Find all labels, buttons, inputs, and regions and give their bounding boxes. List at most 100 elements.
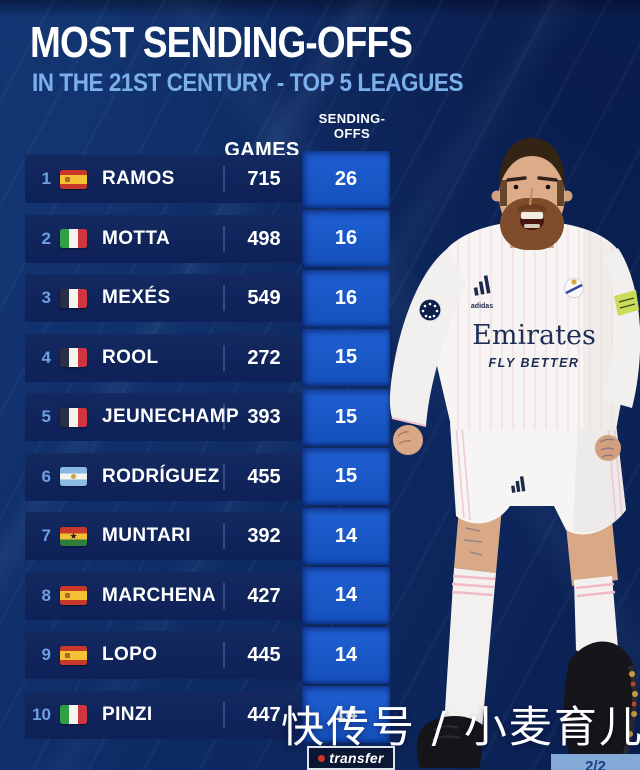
player-name: MARCHENA	[102, 584, 217, 606]
table-row: 6 RODRÍGUEZ 455 15	[25, 448, 390, 505]
captain-armband	[614, 290, 639, 316]
player-shorts	[450, 423, 626, 535]
jersey-sponsor-text: Emirates	[472, 320, 596, 351]
argentina-flag-icon	[60, 467, 87, 486]
sending-offs-cell: 14	[302, 626, 390, 684]
table-row: 1 RAMOS 715 26	[25, 150, 390, 208]
title-block: MOST SENDING-OFFS IN THE 21ST CENTURY - …	[30, 18, 511, 98]
sending-offs-cell: 15	[302, 388, 390, 446]
italy-flag-icon	[60, 229, 87, 248]
games-value: 455	[247, 465, 281, 488]
column-header-sending-offs: SENDING- OFFS	[302, 111, 402, 141]
player-name: LOPO	[102, 644, 158, 665]
page-indicator-value: 2/2	[585, 758, 606, 770]
player-photo-sergio-ramos: adidas Emirates FLY BETTER	[389, 138, 640, 770]
games-value: 393	[247, 406, 281, 428]
france-flag-icon	[60, 407, 87, 427]
games-value: 392	[247, 525, 281, 547]
player-jersey	[434, 221, 630, 430]
player-head	[491, 138, 573, 250]
table-row: 7 MUNTARI 392 14	[25, 507, 390, 565]
sending-offs-value: 14	[334, 524, 358, 547]
table-row: 5 JEUNECHAMP 393 15	[25, 388, 390, 446]
sending-offs-value: 15	[334, 405, 358, 428]
player-name: RODRÍGUEZ	[102, 465, 220, 487]
transfer-logo-mark-icon	[318, 754, 326, 762]
ghana-flag-icon	[60, 526, 87, 546]
table-row: 10 PINZI 447 14	[25, 686, 390, 743]
player-name: JEUNECHAMP	[102, 406, 240, 427]
hair	[499, 138, 565, 188]
games-value: 445	[247, 644, 281, 666]
games-value: 427	[247, 584, 281, 607]
player-left-arm	[595, 248, 640, 461]
player-name: MEXÉS	[102, 287, 171, 308]
column-divider	[223, 285, 225, 311]
column-divider	[223, 404, 225, 430]
sending-offs-cell: 26	[302, 150, 390, 208]
transfer-logo: transfer	[307, 746, 395, 770]
column-divider	[223, 642, 225, 668]
rank-label: 7	[41, 526, 51, 545]
sending-offs-value: 14	[334, 584, 358, 606]
page-indicator-badge: 2/2	[551, 754, 640, 770]
rank-label: 3	[41, 288, 51, 307]
column-header-sending-offs-line1: SENDING-	[318, 111, 386, 126]
column-divider	[223, 344, 225, 371]
column-header-sending-offs-line2: OFFS	[333, 126, 371, 141]
transfer-logo-text: transfer	[329, 750, 384, 766]
ranking-table: 1 RAMOS 715 26 2 MOTTA 498 16 3 MEXÉS 549 16 4 ROOL 27…	[25, 150, 390, 750]
spain-flag-icon	[60, 586, 87, 605]
table-row: 2 MOTTA 498 16	[25, 210, 390, 267]
games-value: 549	[247, 287, 281, 309]
jersey-slogan-text: FLY BETTER	[489, 356, 580, 370]
column-divider	[223, 701, 225, 728]
page-subtitle: IN THE 21ST CENTURY - TOP 5 LEAGUES	[32, 69, 464, 98]
sending-offs-cell: 14	[302, 686, 390, 743]
table-row: 3 MEXÉS 549 16	[25, 269, 390, 327]
spain-flag-icon	[60, 645, 87, 665]
sending-offs-value: 15	[334, 465, 358, 487]
beard	[500, 198, 564, 250]
sending-offs-value: 14	[334, 643, 358, 666]
table-row: 4 ROOL 272 15	[25, 329, 390, 386]
jersey-graphics: adidas Emirates FLY BETTER	[471, 275, 596, 370]
table-row: 9 LOPO 445 14	[25, 626, 390, 684]
player-name: RAMOS	[102, 168, 175, 189]
rank-label: 8	[41, 585, 51, 605]
france-flag-icon	[60, 288, 87, 308]
sending-offs-value: 14	[334, 703, 358, 725]
sending-offs-value: 15	[334, 346, 358, 368]
column-divider	[223, 523, 225, 549]
player-name: PINZI	[102, 703, 153, 725]
italy-flag-icon	[60, 705, 87, 724]
real-madrid-crest	[564, 278, 584, 298]
france-flag-icon	[60, 348, 87, 367]
page-title: MOST SENDING-OFFS	[30, 18, 413, 67]
player-name: MOTTA	[102, 227, 171, 249]
sending-offs-cell: 14	[302, 507, 390, 565]
sending-offs-cell: 15	[302, 329, 390, 386]
column-divider	[223, 166, 225, 192]
column-divider	[223, 582, 225, 609]
sending-offs-cell: 16	[302, 210, 390, 267]
sending-offs-value: 16	[334, 286, 358, 309]
games-value: 447	[247, 703, 281, 726]
player-right-arm	[389, 248, 466, 455]
column-divider	[223, 225, 225, 252]
sending-offs-cell: 14	[302, 567, 390, 624]
sending-offs-cell: 16	[302, 269, 390, 327]
adidas-logo	[473, 275, 491, 296]
column-divider	[223, 463, 225, 490]
rank-label: 1	[41, 169, 51, 188]
rank-label: 4	[41, 347, 51, 367]
rank-label: 9	[41, 645, 51, 664]
player-name: ROOL	[102, 346, 159, 368]
games-value: 272	[247, 346, 281, 369]
adidas-wordmark: adidas	[471, 303, 493, 310]
spain-flag-icon	[60, 169, 87, 189]
games-value: 498	[247, 227, 281, 250]
sending-offs-cell: 15	[302, 448, 390, 505]
table-row: 8 MARCHENA 427 14	[25, 567, 390, 624]
